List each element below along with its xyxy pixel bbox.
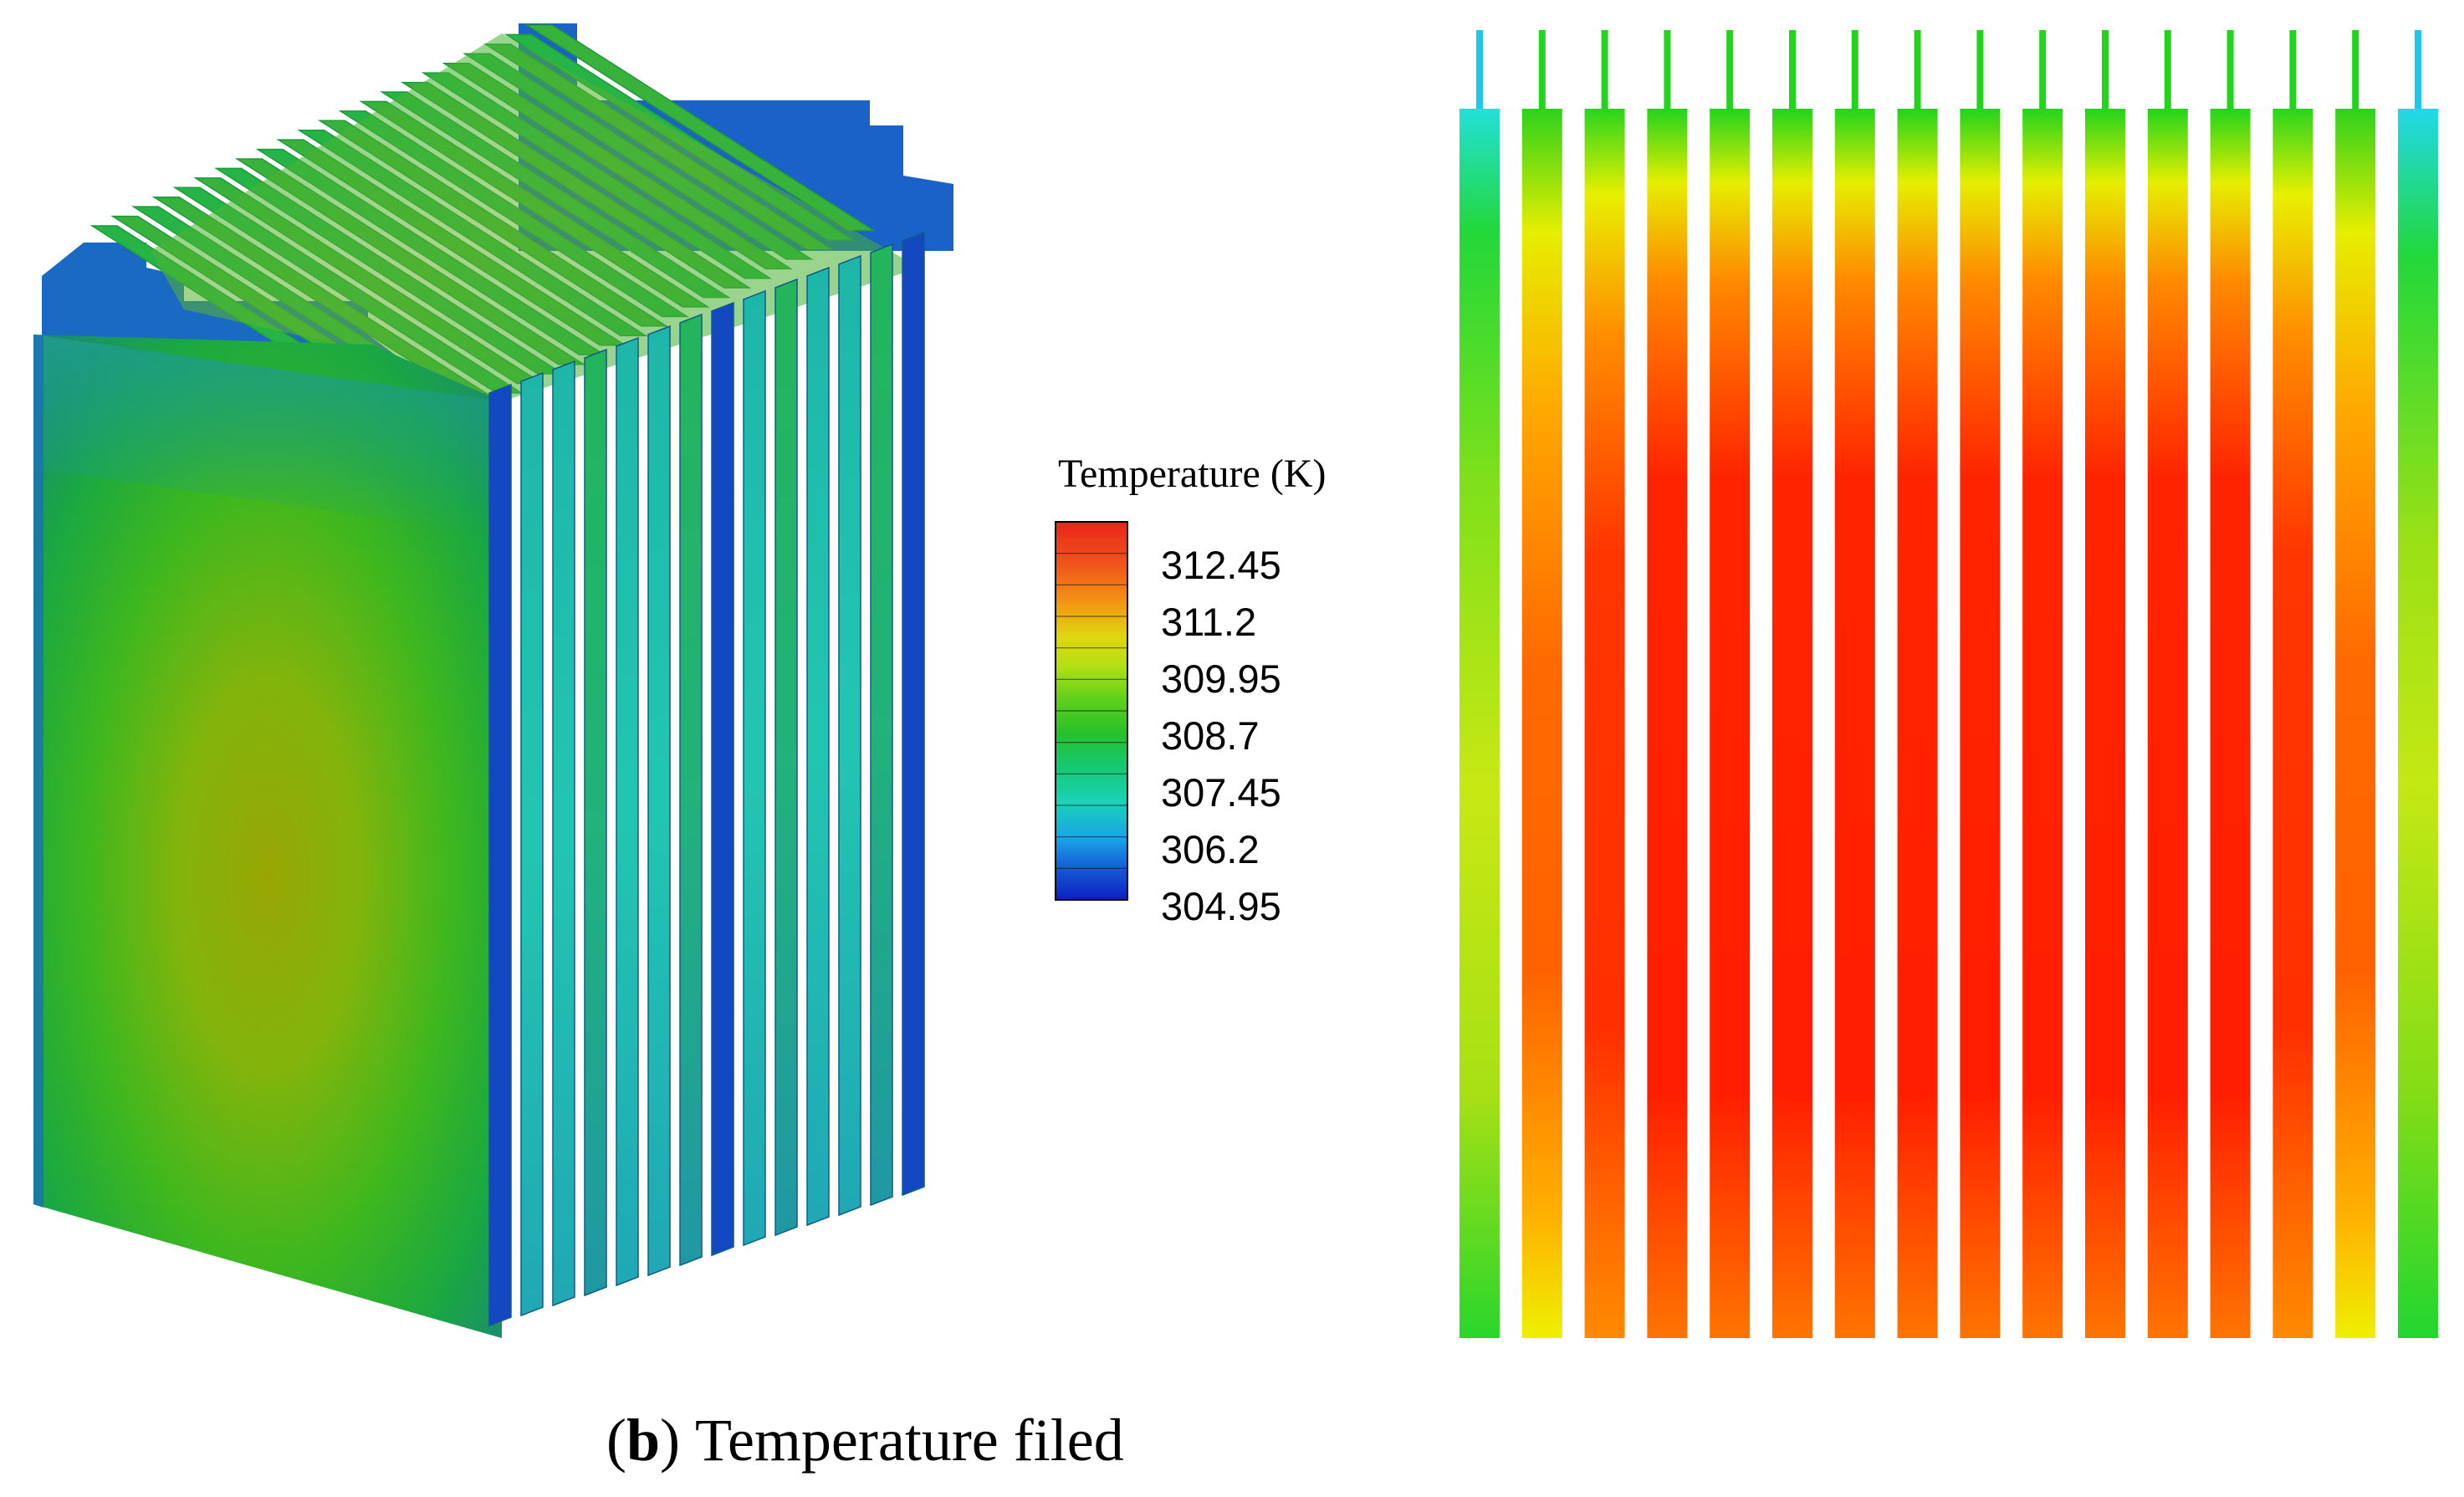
side-fin [870,243,893,1207]
plate-cross-section [1459,30,2438,1338]
legend-tick-label: 304.95 [1161,884,1281,928]
side-fin [616,336,639,1287]
side-fin [488,383,512,1327]
plate-tab [1726,30,1734,109]
caption-letter: b [626,1407,660,1474]
cooling-plate [2398,109,2438,1338]
side-fin [902,231,925,1197]
caption-text: Temperature filed [695,1407,1124,1474]
cooling-plate [1710,109,1751,1338]
side-fin [711,301,734,1257]
figure-caption: (b) Temperature filed [606,1407,1124,1474]
plate-tab [1664,30,1671,109]
legend-tick-label: 307.45 [1161,770,1281,815]
caption-open-paren: ( [606,1407,626,1474]
front-left-edge [33,335,43,1208]
legend-title: Temperature (K) [1058,452,1326,496]
plate-tab [1914,30,1921,109]
plate-tab [2039,30,2047,109]
cooling-plate [1960,109,2001,1338]
cooling-plate [1521,109,1562,1338]
side-fin [838,254,861,1217]
cooling-plate [2022,109,2063,1338]
cooling-plate [1459,109,1500,1338]
legend-tick-label: 312.45 [1161,543,1281,587]
side-fin [552,360,575,1307]
battery-3d-temperature-model [33,23,953,1338]
side-fin [584,348,607,1297]
plate-tab [2415,30,2421,109]
plate-tab [1851,30,1858,109]
plate-tab [2289,30,2297,109]
side-fin [647,324,671,1277]
plate-tab [1789,30,1796,109]
side-fin [679,313,703,1267]
plate-tab [2102,30,2109,109]
legend-tick-labels: 312.45 311.2 309.95 308.7 307.45 306.2 3… [1161,543,1281,928]
front-face-top-shade [33,335,502,535]
side-fin [743,289,766,1247]
caption-close-paren: ) [660,1407,680,1474]
legend-tick-lines [1056,553,1127,869]
cooling-plate [2147,109,2188,1338]
side-fin [774,278,798,1237]
plate-tab [1601,30,1608,109]
cooling-plate [1834,109,1875,1338]
legend-tick-label: 309.95 [1161,657,1281,701]
plate-tab [2164,30,2171,109]
cooling-plate [2085,109,2125,1338]
legend-tick-label: 306.2 [1161,827,1260,871]
legend-tick-label: 311.2 [1161,600,1256,644]
cooling-plate [1584,109,1625,1338]
temperature-legend: Temperature (K) 312.45 311.2 309.95 308.… [1055,452,1326,928]
cooling-plate [2272,109,2313,1338]
front-face [33,335,502,1338]
cooling-plate [1897,109,1938,1338]
cooling-plate [2210,109,2251,1338]
plate-tab [1538,30,1546,109]
side-fin [806,266,830,1227]
plate-tab [2226,30,2234,109]
cooling-plate [1772,109,1812,1338]
cooling-plate [2335,109,2376,1338]
plate-tab [2352,30,2359,109]
side-fin-stack [488,231,925,1327]
plate-tab [1476,30,1483,109]
legend-tick-label: 308.7 [1161,713,1260,758]
side-fin [520,371,544,1317]
top-plate [524,24,876,232]
cooling-plate [1647,109,1688,1338]
plate-tab [1976,30,1984,109]
